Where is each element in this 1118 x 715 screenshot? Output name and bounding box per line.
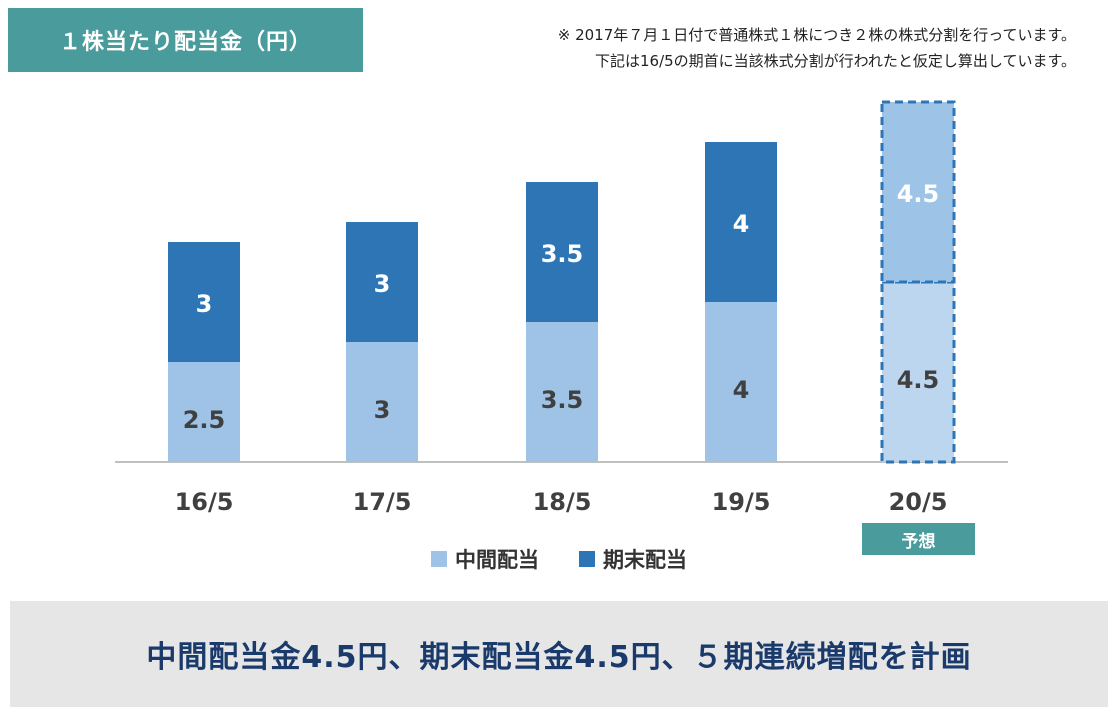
value-label-year-end-19/5: 4 xyxy=(733,210,750,238)
legend-item-interim: 中間配当 xyxy=(431,544,539,574)
legend: 中間配当 期末配当 xyxy=(0,544,1118,574)
bar-interim-20/5 xyxy=(880,280,956,464)
legend-label-year-end: 期末配当 xyxy=(603,548,687,572)
dividend-bar-chart: 2.5 3 16/5 3 3 17/5 3.5 3.5 18/5 4 4 19/5 4.5 4.5 20/5 xyxy=(115,100,1008,516)
value-label-interim-17/5: 3 xyxy=(374,396,391,424)
legend-swatch-year-end xyxy=(579,551,595,567)
tick-label-17/5: 17/5 xyxy=(353,488,412,516)
summary-banner: 中間配当金4.5円、期末配当金4.5円、５期連続増配を計画 xyxy=(10,601,1108,707)
bar-year-end-18/5 xyxy=(526,182,598,322)
tick-label-20/5: 20/5 xyxy=(889,488,948,516)
value-label-interim-16/5: 2.5 xyxy=(183,406,226,434)
stock-split-note: ※ 2017年７月１日付で普通株式１株につき２株の株式分割を行っています。 下記… xyxy=(558,22,1076,74)
bar-interim-19/5 xyxy=(705,302,777,462)
tick-label-18/5: 18/5 xyxy=(533,488,592,516)
note-line-1: ※ 2017年７月１日付で普通株式１株につき２株の株式分割を行っています。 xyxy=(557,26,1076,44)
tick-label-16/5: 16/5 xyxy=(175,488,234,516)
bar-interim-17/5 xyxy=(346,342,418,462)
bar-year-end-20/5 xyxy=(880,100,956,284)
legend-item-year-end: 期末配当 xyxy=(579,544,687,574)
forecast-badge: 予想 xyxy=(862,523,975,555)
bar-year-end-16/5 xyxy=(168,242,240,362)
bar-year-end-17/5 xyxy=(346,222,418,342)
legend-label-interim: 中間配当 xyxy=(455,548,539,572)
tick-label-19/5: 19/5 xyxy=(712,488,771,516)
value-label-year-end-16/5: 3 xyxy=(196,290,213,318)
value-label-year-end-20/5: 4.5 xyxy=(897,180,940,208)
chart-title: １株当たり配当金（円） xyxy=(8,8,363,72)
value-label-interim-19/5: 4 xyxy=(733,376,750,404)
bar-year-end-19/5 xyxy=(705,142,777,302)
value-label-year-end-18/5: 3.5 xyxy=(541,240,584,268)
value-label-interim-18/5: 3.5 xyxy=(541,386,584,414)
bar-interim-16/5 xyxy=(168,362,240,462)
value-label-year-end-17/5: 3 xyxy=(374,270,391,298)
bar-interim-18/5 xyxy=(526,322,598,462)
note-line-2: 下記は16/5の期首に当該株式分割が行われたと仮定し算出しています。 xyxy=(595,52,1076,70)
value-label-interim-20/5: 4.5 xyxy=(897,366,940,394)
legend-swatch-interim xyxy=(431,551,447,567)
